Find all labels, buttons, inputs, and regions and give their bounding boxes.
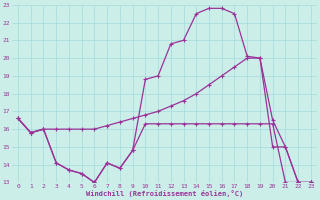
- X-axis label: Windchill (Refroidissement éolien,°C): Windchill (Refroidissement éolien,°C): [86, 190, 243, 197]
